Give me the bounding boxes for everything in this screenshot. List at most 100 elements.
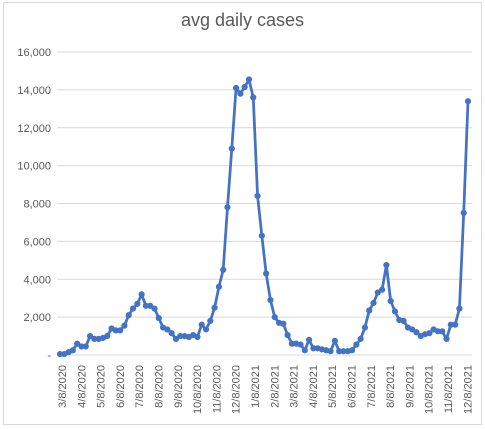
data-point [426,330,433,337]
x-tick-label: 8/8/2020 [154,365,166,408]
data-point [267,296,274,304]
data-point [232,84,240,92]
data-point [443,335,450,342]
data-point [74,340,81,347]
x-tick-label: 6/8/2021 [347,365,359,408]
x-tick-label: 5/8/2021 [327,365,339,408]
data-point [245,76,253,83]
x-tick-label: 3/8/2020 [57,365,69,408]
y-tick-label: 8,000 [23,199,51,211]
data-point [456,305,463,312]
data-point [202,326,210,333]
x-tick-label: 4/8/2020 [76,365,88,408]
x-tick-label: 10/8/2020 [192,365,204,414]
x-tick-label: 7/8/2021 [366,365,378,408]
data-point [327,348,334,355]
data-point [263,270,270,277]
data-point [413,329,420,336]
x-tick-label: 3/8/2021 [289,365,301,408]
data-point [198,321,205,328]
data-point [331,337,338,344]
series-line [60,78,470,356]
x-tick-label: 11/8/2021 [443,365,455,413]
x-tick-label: 9/8/2020 [173,365,185,408]
gridlines [57,51,472,356]
data-point [271,314,278,321]
data-point [207,317,214,325]
data-point [215,283,223,290]
data-point [228,145,235,152]
data-point [151,305,158,312]
x-tick-label: 12/8/2020 [231,365,243,414]
data-point [172,335,180,342]
data-point [86,332,94,340]
x-tick-label: 9/8/2021 [404,365,416,408]
data-point [125,312,132,319]
data-point [400,317,407,325]
x-tick-label: 6/8/2020 [115,365,127,408]
data-point [297,341,304,348]
data-point [121,322,128,329]
data-point [194,333,201,341]
data-point [82,343,89,350]
data-point [379,286,386,293]
data-point [370,299,377,307]
data-point [361,324,369,331]
data-point [387,297,394,305]
data-point [254,192,261,200]
data-point [409,326,416,333]
data-point [134,300,141,307]
x-tick-label: 2/8/2021 [269,365,281,408]
y-tick-label: 10,000 [17,161,51,173]
x-tick-label: 11/8/2020 [211,365,223,413]
y-tick-label: 16,000 [17,47,51,59]
x-axis-ticks: 3/8/2020 4/8/2020 5/8/2020 6/8/2020 7/8/2020… [57,365,474,414]
data-point [69,347,76,354]
data-point [284,332,291,339]
data-point [117,327,124,334]
x-tick-label: 1/8/2021 [250,365,262,408]
data-point [305,336,313,343]
chart-title: avg daily cases [180,10,305,30]
data-point [168,330,175,337]
data-point [439,328,446,335]
data-point [138,291,145,298]
data-point [280,320,287,327]
data-point [211,304,218,311]
data-point [220,266,227,273]
data-point [250,94,257,101]
y-tick-label: 6,000 [23,236,51,248]
y-axis-ticks: - 2,000 4,000 6,000 8,000 10,000 12,000 14,000 1… [17,47,51,362]
x-tick-label: 8/8/2021 [385,365,397,408]
x-tick-label: 10/8/2021 [424,365,436,414]
series-cases [56,76,472,358]
data-point [258,232,265,239]
data-point [391,308,399,315]
data-point [383,261,390,269]
data-point [241,83,248,91]
y-tick-label: 14,000 [17,85,51,97]
data-point [348,347,356,354]
data-point [164,326,171,333]
x-tick-label: 5/8/2020 [96,365,108,408]
data-point [301,347,308,354]
data-point [464,98,472,105]
data-point [104,332,111,340]
x-tick-label: 12/8/2021 [462,365,474,414]
data-point [147,302,154,309]
data-point [452,321,459,328]
data-point [155,314,162,322]
y-tick-label: 4,000 [23,274,51,286]
y-tick-label: 2,000 [23,312,51,324]
data-point [366,307,373,314]
data-point [353,341,360,348]
data-point [129,305,137,312]
data-point [224,204,231,211]
data-point [460,209,467,217]
x-tick-label: 4/8/2021 [308,365,320,408]
y-tick-label: 12,000 [17,123,51,135]
y-tick-label: - [47,350,51,362]
data-point [374,289,381,296]
data-point [357,335,364,342]
